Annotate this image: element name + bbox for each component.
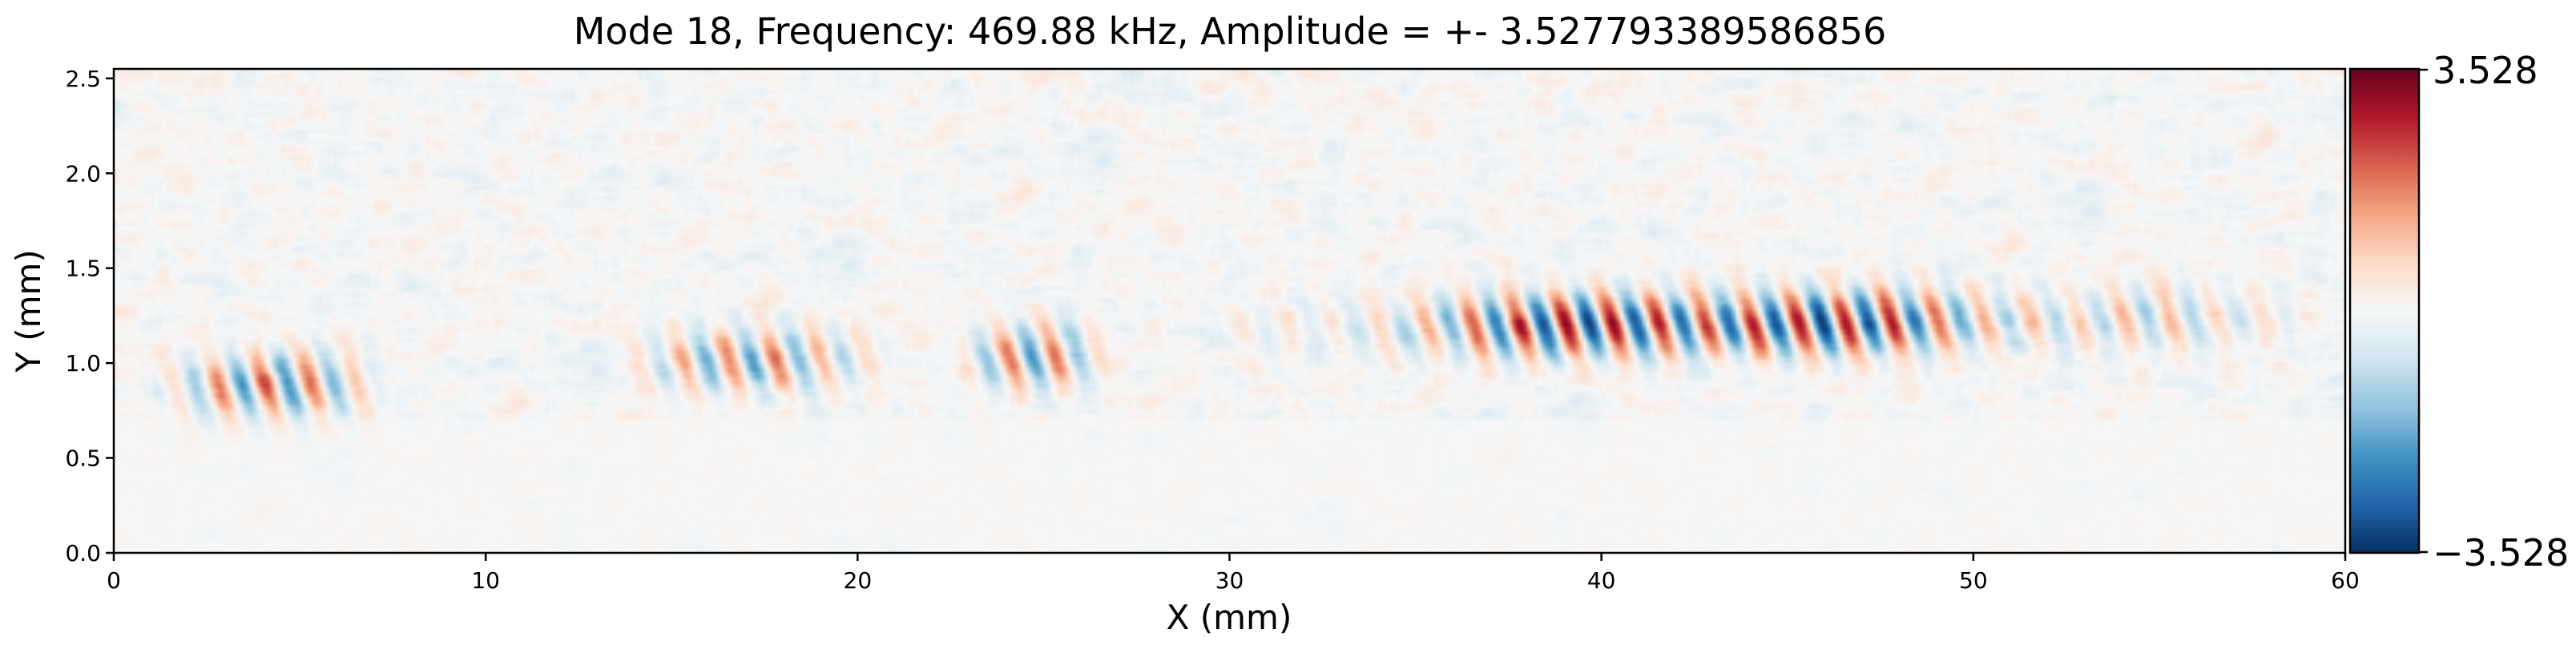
y-axis: 0.0 0.5 1.0 1.5 2.0 2.5 [65,66,114,566]
y-tick-label: 0.0 [65,540,101,566]
y-axis-label: Y (mm) [9,249,48,373]
y-tick-label: 1.0 [65,350,101,377]
colorbar-frame [2348,67,2421,554]
x-axis-label: X (mm) [1167,598,1292,637]
colorbar-gradient [2350,69,2419,553]
x-tick-label: 30 [1215,567,1244,594]
colorbar-min-label: −3.528 [2433,531,2569,574]
colorbar-max-label: 3.528 [2433,49,2538,92]
x-tick-label: 40 [1587,567,1616,594]
x-tick-label: 20 [844,567,873,594]
x-tick-label: 50 [1959,567,1988,594]
y-tick-label: 1.5 [65,256,101,282]
y-tick-label: 2.0 [65,160,101,187]
x-tick-label: 60 [2331,567,2360,594]
x-axis: 0 10 20 30 40 50 60 [107,553,2360,594]
plot-area [112,67,2347,554]
x-tick-label: 10 [471,567,500,594]
chart-title: Mode 18, Frequency: 469.88 kHz, Amplitud… [574,10,1887,53]
colorbar: 3.528 −3.528 [2348,49,2569,574]
x-tick-label: 0 [107,567,121,594]
y-tick-label: 0.5 [65,445,101,472]
heatmap-image [114,69,2345,553]
y-tick-label: 2.5 [65,66,101,92]
